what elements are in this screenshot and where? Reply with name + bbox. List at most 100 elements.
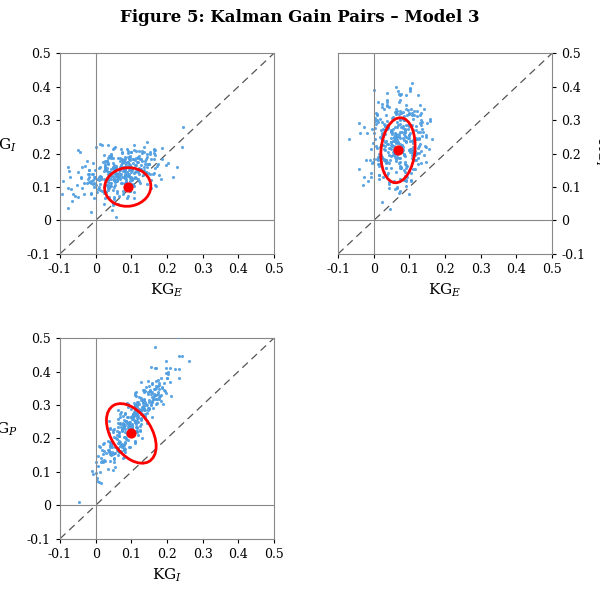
Point — [133, 431, 143, 440]
Point — [139, 395, 149, 405]
Point — [89, 172, 99, 182]
Point — [101, 165, 110, 174]
Point — [104, 168, 114, 177]
Point — [395, 144, 405, 154]
Point — [113, 446, 123, 456]
Point — [112, 170, 121, 180]
Point — [128, 155, 137, 164]
Point — [404, 146, 414, 155]
Point — [409, 145, 418, 155]
Point — [84, 165, 94, 175]
Point — [94, 172, 104, 182]
Point — [149, 384, 159, 394]
Point — [118, 155, 127, 164]
Point — [392, 184, 401, 193]
Point — [399, 150, 409, 159]
Point — [392, 133, 401, 142]
Point — [144, 404, 154, 413]
Point — [127, 426, 137, 436]
Point — [131, 423, 140, 432]
Point — [109, 164, 118, 173]
Point — [134, 404, 144, 414]
Point — [392, 135, 402, 144]
Point — [104, 183, 114, 192]
Point — [379, 172, 388, 181]
Point — [395, 163, 404, 173]
Point — [118, 149, 127, 158]
Point — [382, 170, 392, 180]
Point — [116, 160, 125, 169]
Point — [109, 458, 118, 467]
Point — [417, 131, 427, 141]
Point — [134, 397, 143, 407]
Point — [101, 456, 110, 466]
Point — [377, 197, 387, 206]
Point — [408, 142, 418, 152]
Point — [134, 152, 144, 161]
Point — [122, 419, 132, 428]
Point — [389, 147, 398, 156]
Point — [395, 127, 404, 137]
Point — [153, 389, 163, 398]
Point — [114, 437, 124, 447]
Point — [379, 167, 389, 176]
Point — [144, 403, 154, 413]
Point — [151, 390, 161, 400]
Point — [412, 134, 422, 144]
Point — [148, 396, 157, 406]
X-axis label: KG$_E$: KG$_E$ — [151, 281, 184, 299]
Point — [404, 133, 414, 142]
Point — [404, 133, 413, 143]
Point — [376, 152, 386, 162]
Point — [112, 172, 121, 181]
Point — [153, 375, 163, 385]
Point — [133, 422, 142, 432]
Point — [411, 125, 421, 134]
Point — [163, 158, 172, 168]
Point — [419, 104, 429, 114]
Point — [123, 182, 133, 192]
Point — [131, 417, 141, 426]
Point — [157, 382, 166, 391]
Point — [390, 149, 400, 159]
Point — [125, 172, 134, 181]
Point — [107, 150, 116, 160]
Point — [77, 162, 86, 172]
Point — [114, 431, 124, 440]
Point — [151, 384, 161, 393]
Point — [397, 141, 406, 150]
Point — [134, 163, 144, 172]
Point — [165, 378, 175, 387]
Point — [64, 166, 74, 176]
Point — [115, 427, 124, 436]
Point — [91, 165, 100, 175]
Point — [173, 162, 182, 172]
Point — [112, 169, 121, 178]
Point — [139, 170, 148, 180]
Point — [133, 413, 142, 423]
Point — [395, 157, 404, 167]
Point — [119, 173, 129, 182]
Point — [105, 437, 115, 446]
Point — [411, 156, 421, 165]
Point — [408, 150, 418, 159]
Point — [162, 373, 172, 382]
Point — [134, 399, 143, 408]
Point — [94, 184, 103, 194]
Point — [134, 146, 144, 156]
Point — [133, 411, 142, 421]
Point — [146, 362, 156, 372]
Point — [115, 163, 124, 173]
Point — [105, 424, 115, 433]
Point — [88, 466, 97, 476]
Point — [133, 400, 142, 410]
Point — [377, 117, 387, 126]
Point — [395, 115, 404, 125]
Point — [100, 166, 109, 176]
Point — [121, 154, 130, 163]
Point — [375, 114, 385, 124]
Point — [88, 175, 98, 185]
Point — [394, 139, 403, 148]
Point — [184, 356, 193, 365]
Point — [103, 156, 112, 166]
